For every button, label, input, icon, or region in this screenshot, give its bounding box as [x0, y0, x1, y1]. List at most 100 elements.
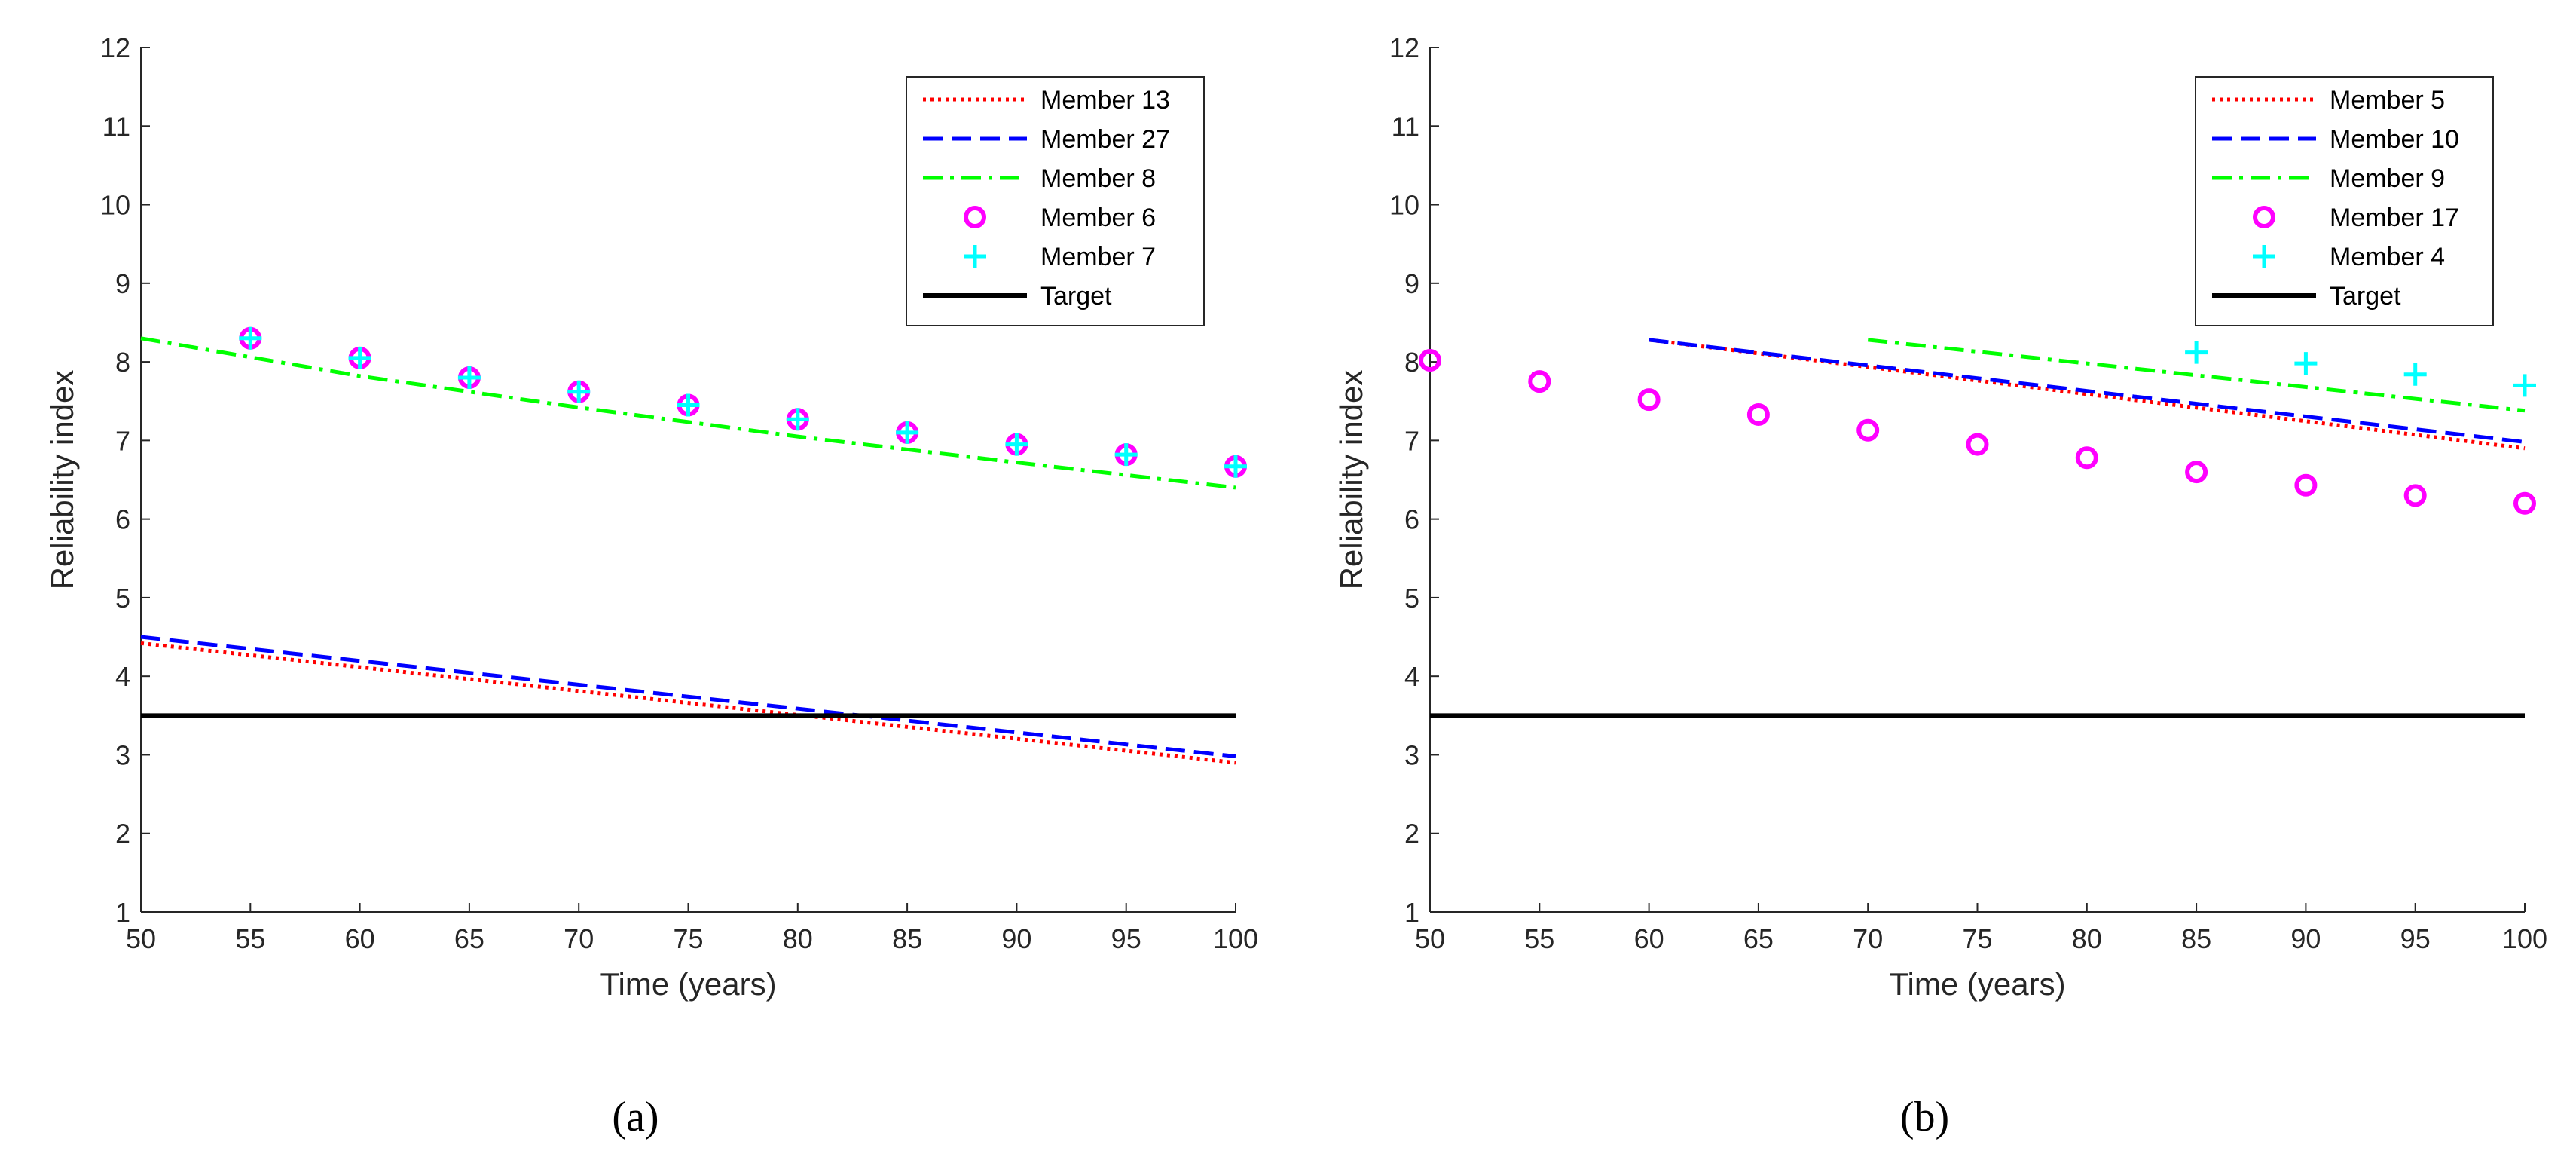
- series-line: [1649, 338, 2526, 444]
- data-point-plus: [786, 408, 809, 431]
- legend-label: Member 8: [1040, 164, 1156, 193]
- legend-swatch: [964, 206, 986, 228]
- legend-box: [2195, 76, 2494, 326]
- panel-label: (a): [612, 1094, 659, 1140]
- legend-swatch: [2253, 245, 2275, 268]
- y-tick-label: 9: [115, 268, 130, 299]
- panel-label: (b): [1900, 1094, 1949, 1140]
- chart-a: 50 55 60 65 70 75 80 85 90 95 100123456789101112Ti…: [44, 32, 1258, 1140]
- y-tick-label: 4: [115, 661, 130, 692]
- y-tick-label: 2: [1404, 819, 1419, 849]
- y-axis-label: Reliability index: [44, 370, 80, 590]
- legend-label: Member 7: [1040, 243, 1156, 271]
- x-tick-label: 85: [2181, 923, 2211, 954]
- data-point-plus: [567, 380, 591, 403]
- series-member-10: [1649, 338, 2526, 444]
- data-point-plus: [2185, 341, 2208, 364]
- y-tick-label: 1: [115, 897, 130, 928]
- x-tick-label: 50: [1415, 923, 1445, 954]
- y-tick-label: 11: [102, 111, 130, 142]
- data-point-plus: [677, 393, 700, 417]
- data-point-circle: [1419, 349, 1441, 372]
- data-point-circle: [1528, 370, 1551, 393]
- y-tick-label: 6: [1404, 504, 1419, 535]
- series-member-6: [239, 326, 1247, 478]
- chart-b: 50 55 60 65 70 75 80 85 90 95 100123456789101112Ti…: [1334, 32, 2547, 1140]
- x-tick-label: 100: [1213, 923, 1258, 954]
- y-axis-label: Reliability index: [1334, 370, 1369, 590]
- legend-label: Target: [2330, 282, 2401, 311]
- y-tick-label: 12: [1389, 32, 1419, 63]
- data-point-circle: [1856, 418, 1880, 442]
- x-tick-label: 55: [235, 923, 265, 954]
- x-tick-label: 75: [673, 923, 703, 954]
- x-tick-label: 65: [1743, 923, 1774, 954]
- data-point-circle: [1746, 403, 1770, 426]
- x-axis-label: Time (years): [600, 966, 776, 1002]
- legend-label: Member 4: [2330, 243, 2445, 271]
- x-tick-label: 65: [454, 923, 484, 954]
- data-point-circle: [2403, 484, 2427, 507]
- legend-label: Member 6: [1040, 204, 1156, 232]
- x-tick-label: 95: [1111, 923, 1141, 954]
- y-tick-label: 6: [115, 504, 130, 535]
- x-tick-label: 90: [1001, 923, 1031, 954]
- series-member-27: [140, 635, 1236, 759]
- x-tick-label: 80: [2072, 923, 2102, 954]
- y-tick-label: 4: [1404, 661, 1419, 692]
- x-tick-label: 90: [2290, 923, 2321, 954]
- series-member-4: [2185, 341, 2536, 397]
- series-member-17: [1419, 349, 2536, 515]
- y-tick-label: 11: [1392, 111, 1419, 142]
- legend-swatch: [2253, 206, 2275, 228]
- x-tick-label: 85: [892, 923, 922, 954]
- y-tick-label: 3: [1404, 739, 1419, 770]
- y-tick-label: 12: [100, 32, 130, 63]
- legend-label: Member 13: [1040, 86, 1170, 115]
- legend-label: Member 9: [2330, 164, 2445, 193]
- data-point-plus: [2403, 363, 2427, 386]
- legend-label: Member 17: [2330, 204, 2459, 232]
- data-point-plus: [1005, 433, 1028, 456]
- y-tick-label: 5: [1404, 583, 1419, 614]
- legend: Member 5 Member 10 Member 9 Member 17 Member…: [2195, 76, 2494, 326]
- legend-label: Member 10: [2330, 125, 2459, 154]
- x-axis-label: Time (years): [1889, 966, 2065, 1002]
- y-tick-label: 8: [1404, 347, 1419, 378]
- data-point-circle: [2513, 491, 2536, 515]
- y-tick-label: 1: [1404, 897, 1419, 928]
- series-member-8: [140, 336, 1236, 490]
- data-point-plus: [2513, 374, 2536, 397]
- series-member-13: [140, 641, 1236, 765]
- legend-swatch: [964, 245, 986, 268]
- x-tick-label: 55: [1524, 923, 1554, 954]
- legend-box: [906, 76, 1205, 326]
- series-line: [140, 641, 1236, 765]
- series-member-9: [1867, 338, 2526, 413]
- x-tick-label: 70: [564, 923, 594, 954]
- y-tick-label: 10: [1389, 190, 1419, 221]
- x-tick-label: 50: [126, 923, 156, 954]
- data-point-circle: [1637, 388, 1661, 412]
- data-point-circle: [1966, 433, 1989, 456]
- legend-label: Target: [1040, 282, 1112, 311]
- y-tick-label: 9: [1404, 268, 1419, 299]
- data-point-plus: [348, 346, 371, 369]
- data-point-circle: [2075, 446, 2098, 470]
- y-tick-label: 2: [115, 819, 130, 849]
- x-tick-label: 95: [2400, 923, 2431, 954]
- series-line: [140, 635, 1236, 759]
- y-tick-label: 7: [1404, 425, 1419, 456]
- series-line: [1867, 338, 2526, 413]
- data-point-circle: [2185, 461, 2208, 484]
- x-tick-label: 80: [783, 923, 813, 954]
- data-point-plus: [239, 326, 262, 350]
- legend-label: Member 27: [1040, 125, 1170, 154]
- data-point-plus: [896, 421, 919, 444]
- series-line: [140, 336, 1236, 490]
- x-tick-label: 60: [345, 923, 375, 954]
- data-point-plus: [1224, 455, 1247, 478]
- series-member-7: [239, 326, 1247, 478]
- data-point-plus: [2294, 352, 2318, 375]
